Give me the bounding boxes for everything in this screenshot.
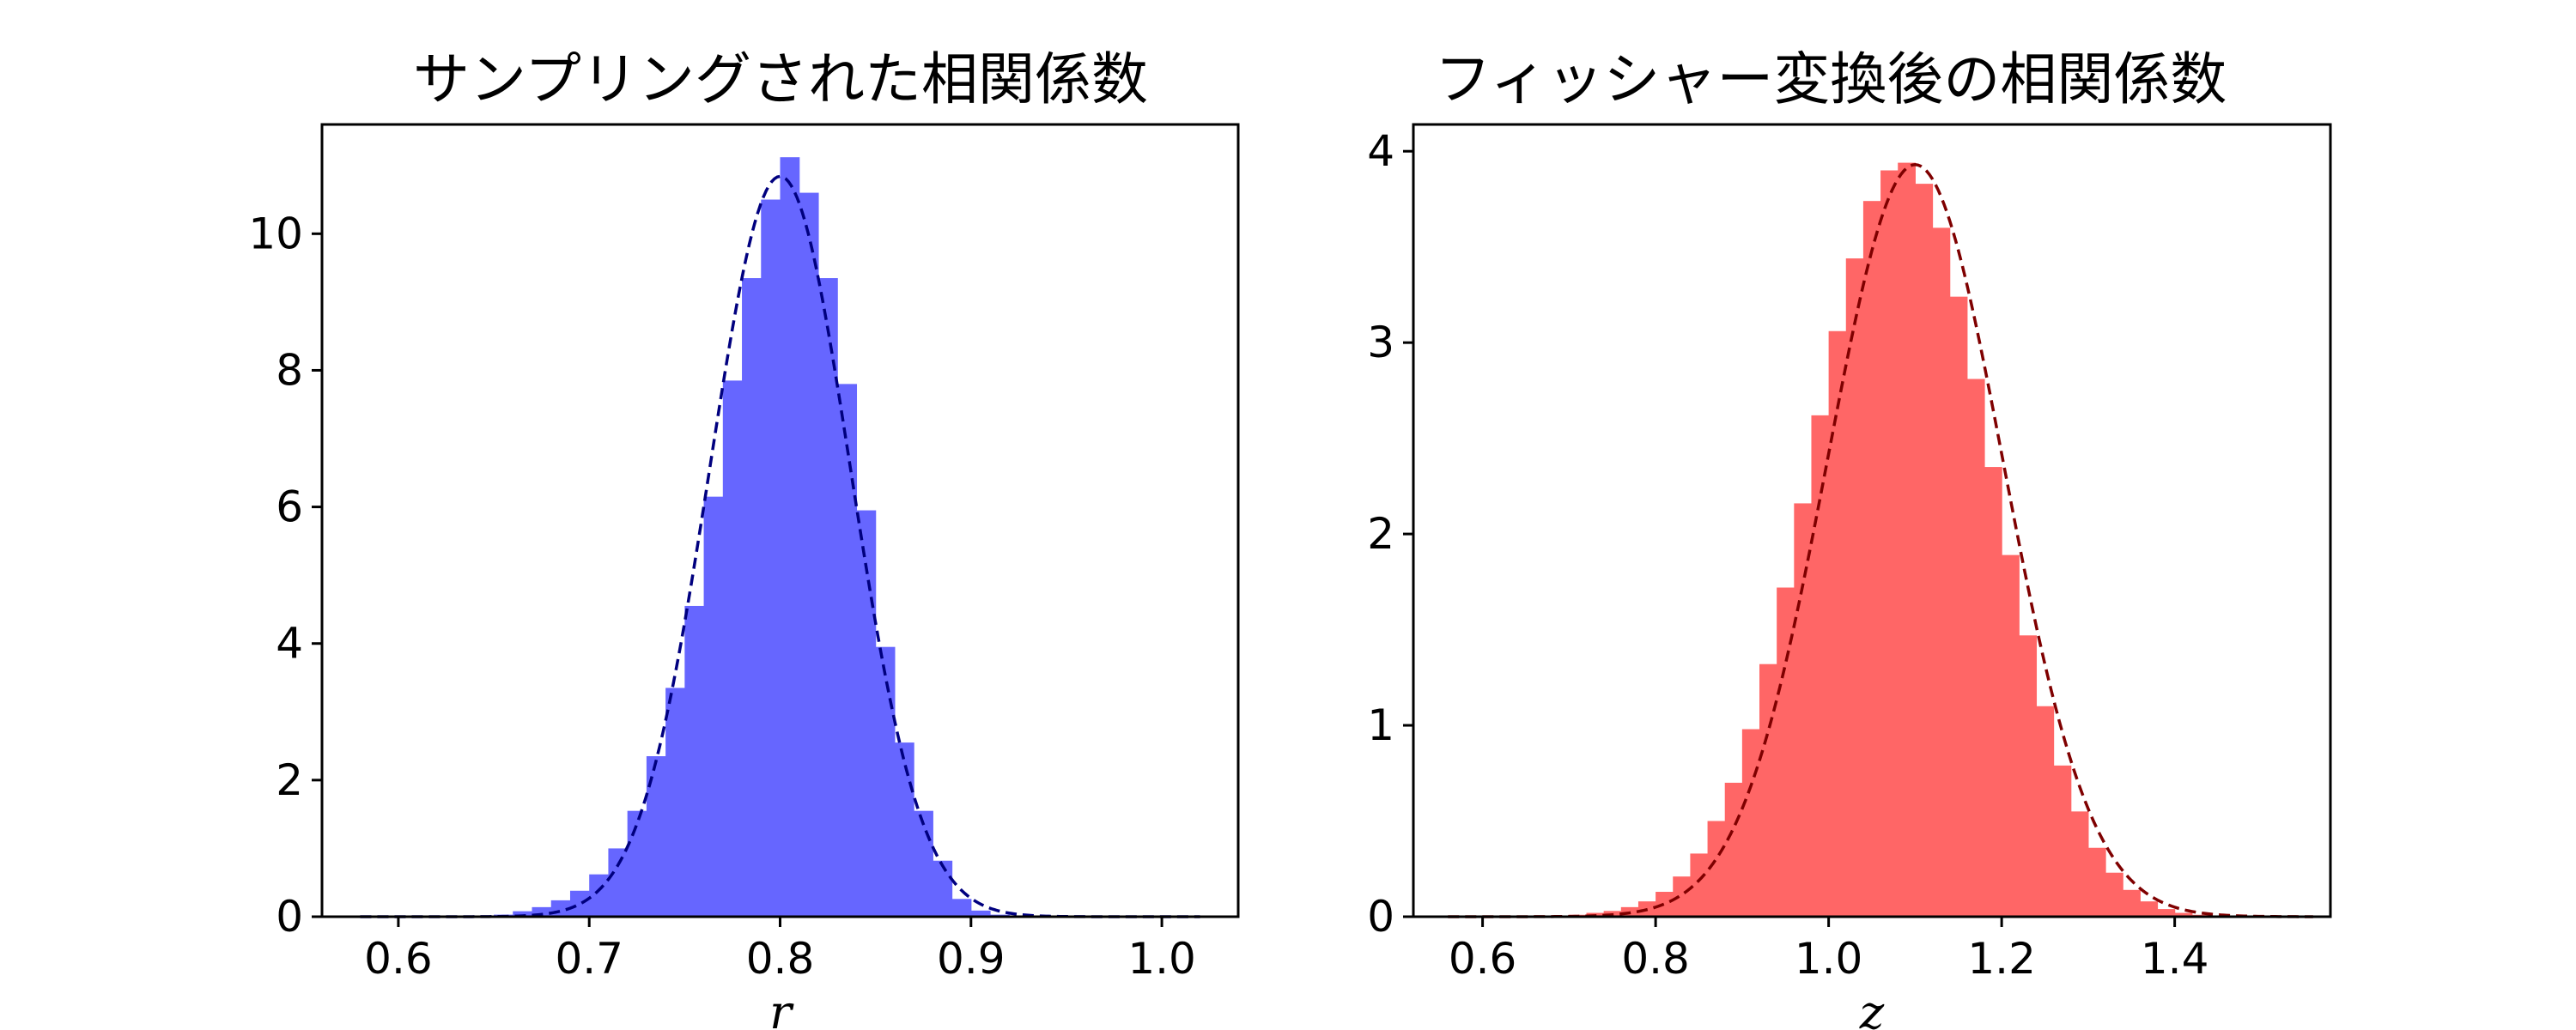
histogram-bar [1932, 227, 1951, 917]
histogram-bar [513, 911, 533, 917]
x-axis-label-right: z [1859, 985, 1885, 1030]
histogram-bar [1845, 258, 1864, 917]
x-axis-right: 0.6 0.8 1.0 1.2 1.4 [1449, 917, 2209, 984]
x-tick-label: 0.7 [555, 934, 623, 984]
histogram-bar [856, 510, 877, 917]
y-tick-label: 4 [276, 619, 303, 669]
histogram-bar [951, 899, 972, 917]
y-tick-label: 2 [1367, 509, 1394, 559]
histogram-bar [1707, 821, 1726, 917]
histogram-bar [2036, 706, 2055, 917]
chart-right: フィッシャー変換後の相関係数 0.6 0.8 1.0 1.2 1.4 0 1 2 3 4 z [1367, 46, 2332, 1030]
y-tick-label: 3 [1367, 318, 1394, 367]
histogram-bar [742, 278, 762, 917]
histogram-bar [665, 688, 685, 917]
x-tick-label: 1.2 [1967, 934, 2036, 984]
histogram-bar [2140, 901, 2159, 917]
histogram-bar [627, 810, 647, 917]
histogram-bar [1777, 587, 1795, 917]
histogram-bars-right [1569, 162, 2210, 918]
histogram-bar [894, 742, 914, 917]
histogram-bar [2002, 554, 2020, 917]
x-tick-label: 0.8 [1621, 934, 1690, 984]
x-tick-label: 0.6 [1449, 934, 1517, 984]
y-axis-right: 0 1 2 3 4 [1367, 126, 1413, 942]
y-tick-label: 0 [276, 892, 303, 942]
histogram-bar [684, 605, 705, 917]
histogram-bar [2070, 811, 2089, 917]
x-tick-label: 0.9 [937, 934, 1005, 984]
histogram-bar [589, 874, 610, 917]
histogram-bar [1966, 379, 1985, 917]
histogram-bar [2019, 635, 2038, 917]
histogram-bar [2105, 872, 2123, 917]
histogram-bar [532, 906, 552, 917]
histogram-bars-left [474, 157, 1010, 917]
chart-title-left: サンプリングされた相関係数 [413, 46, 1148, 112]
histogram-bar [837, 384, 858, 917]
histogram-bar [1759, 663, 1777, 917]
histogram-bar [2174, 912, 2193, 917]
histogram-bar [703, 496, 724, 917]
histogram-bar [970, 910, 991, 917]
histogram-bar [2157, 909, 2176, 917]
histogram-bar [2053, 765, 2072, 917]
histogram-bar [799, 192, 819, 917]
histogram-bar [761, 199, 781, 917]
histogram-bar [817, 278, 838, 917]
histogram-bar [1811, 415, 1830, 917]
histogram-bar [1915, 184, 1934, 918]
chart-left: サンプリングされた相関係数 0.6 0.7 0.8 0.9 1.0 0 2 4 6 8 10 r [248, 46, 1240, 1030]
y-tick-label: 0 [1367, 892, 1394, 942]
histogram-bar [1828, 330, 1847, 917]
y-tick-label: 1 [1367, 700, 1394, 750]
histogram-bar [1724, 782, 1743, 917]
x-tick-label: 0.8 [746, 934, 815, 984]
histogram-bar [722, 380, 743, 917]
chart-title-right: フィッシャー変換後の相関係数 [1435, 46, 2227, 112]
histogram-bar [1880, 170, 1899, 917]
y-tick-label: 4 [1367, 126, 1394, 176]
histogram-bar [1862, 201, 1881, 917]
y-axis-left: 0 2 4 6 8 10 [248, 209, 322, 942]
histogram-bar [646, 756, 666, 917]
histogram-bar [1794, 503, 1813, 917]
histogram-bar [1690, 853, 1709, 917]
histogram-bar [933, 860, 953, 917]
histogram-bar [569, 890, 590, 917]
y-tick-label: 10 [248, 209, 303, 258]
y-tick-label: 8 [276, 345, 303, 395]
histogram-bar [780, 157, 800, 917]
histogram-bar [2123, 889, 2141, 917]
histogram-bar [914, 810, 933, 917]
x-tick-label: 0.6 [364, 934, 433, 984]
x-tick-label: 1.4 [2141, 934, 2209, 984]
histogram-bar [1673, 876, 1692, 917]
histogram-bar [608, 848, 629, 917]
histogram-bar [2087, 847, 2106, 917]
x-axis-label-left: r [769, 985, 794, 1030]
x-tick-label: 1.0 [1127, 934, 1196, 984]
y-tick-label: 2 [276, 755, 303, 805]
plot-frame-right [1412, 123, 2332, 918]
histogram-bar [1949, 296, 1968, 917]
y-tick-label: 6 [276, 482, 303, 532]
histogram-bar [875, 646, 896, 917]
histogram-bar [1741, 729, 1760, 917]
x-tick-label: 1.0 [1795, 934, 1863, 984]
x-axis-left: 0.6 0.7 0.8 0.9 1.0 [364, 917, 1196, 984]
histogram-bar [1898, 162, 1916, 918]
histogram-bar [1656, 892, 1674, 917]
histogram-bar [1984, 467, 2002, 917]
